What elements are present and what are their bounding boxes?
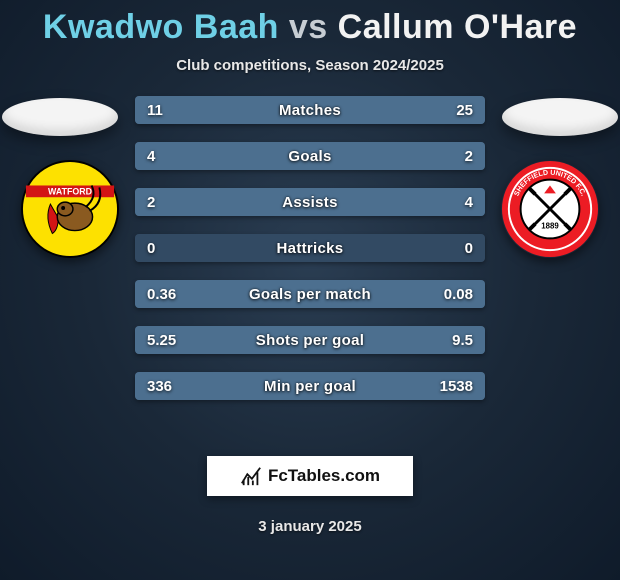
stat-row-goals: 42Goals [135,142,485,170]
generation-date: 3 january 2025 [0,518,620,535]
stat-label: Min per goal [135,372,485,400]
stat-row-shots-per-goal: 5.259.5Shots per goal [135,326,485,354]
vs-word: vs [289,8,328,46]
stat-label: Assists [135,188,485,216]
comparison-title: Kwadwo Baah vs Callum O'Hare [0,0,620,47]
club-crest-left: WATFORD [21,160,119,258]
stat-row-min-per-goal: 3361538Min per goal [135,372,485,400]
stat-row-hattricks: 00Hattricks [135,234,485,262]
pedestal-right [502,98,618,136]
stat-label: Matches [135,96,485,124]
stat-label: Hattricks [135,234,485,262]
player2-name: Callum O'Hare [338,8,577,46]
club-crest-right: 1889 SHEFFIELD UNITED F.C. [501,160,599,258]
stat-label: Shots per goal [135,326,485,354]
svg-text:WATFORD: WATFORD [48,186,92,196]
stat-row-assists: 24Assists [135,188,485,216]
stat-row-goals-per-match: 0.360.08Goals per match [135,280,485,308]
player1-name: Kwadwo Baah [43,8,279,46]
subtitle: Club competitions, Season 2024/2025 [0,57,620,74]
branding-badge: FcTables.com [207,456,413,496]
watford-crest-icon: WATFORD [21,160,119,258]
pedestal-left [2,98,118,136]
comparison-arena: WATFORD 1889 SHEFFIELD UNITED F.C. [0,96,620,426]
stat-label: Goals per match [135,280,485,308]
chart-icon [240,465,262,487]
stat-bars: 1125Matches 42Goals 24Assists 00Hattricks 0.… [135,96,485,418]
stat-row-matches: 1125Matches [135,96,485,124]
svg-text:1889: 1889 [541,222,559,231]
branding-text: FcTables.com [268,466,380,486]
sheffield-united-crest-icon: 1889 SHEFFIELD UNITED F.C. [501,160,599,258]
stat-label: Goals [135,142,485,170]
